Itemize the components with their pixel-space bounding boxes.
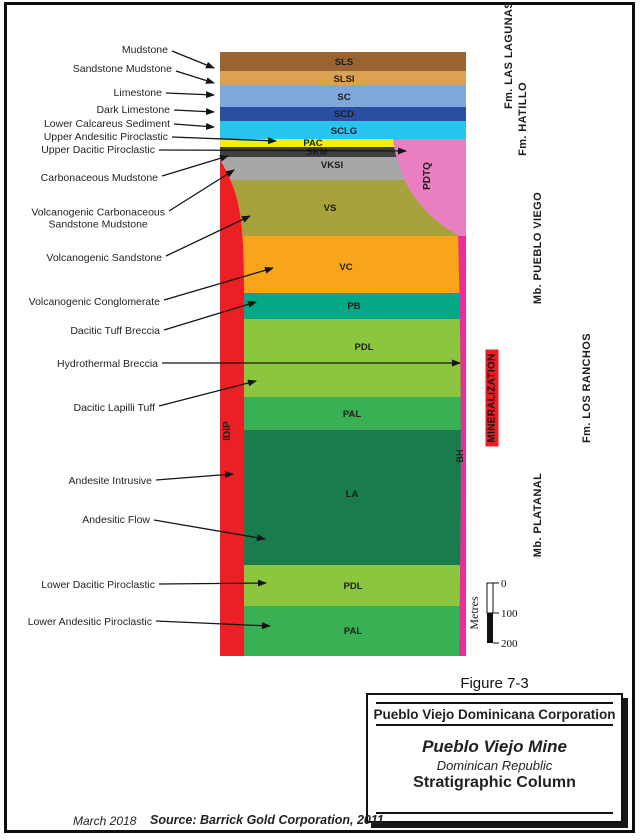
layer-code-SKM: SKM <box>306 147 327 158</box>
layer-code-PB: PB <box>347 301 360 312</box>
label-arrow <box>168 169 235 212</box>
scale-bar-upper <box>486 582 494 614</box>
layer-code-PDL: PDL <box>344 581 363 592</box>
source-label: Source: Barrick Gold Corporation, 2011. <box>150 813 388 827</box>
label-arrows <box>153 50 461 630</box>
layer-PAL <box>220 606 466 656</box>
title-block: Pueblo Viejo Dominicana Corporation Pueb… <box>366 693 623 823</box>
label-arrow <box>158 579 267 587</box>
document-title: Stratigraphic Column <box>413 774 576 791</box>
layer-code-VKSI: VKSI <box>321 160 343 171</box>
scale-bar: 0 100 200 Metres <box>467 578 518 650</box>
rock-type-label: Dacitic Tuff Breccia <box>70 324 160 337</box>
label-arrow <box>165 215 251 257</box>
label-arrow <box>155 620 271 630</box>
title-rule-bottom <box>376 812 613 814</box>
layer-PB <box>220 293 466 319</box>
rock-type-label: Lower Dacitic Piroclastic <box>41 578 155 591</box>
company-name: Pueblo Viejo Dominicana Corporation <box>373 707 616 722</box>
layer-SCD <box>220 107 466 121</box>
label-arrow <box>153 519 266 542</box>
label-arrow <box>173 122 215 130</box>
rotated-code-IDIP: IDIP <box>222 421 233 441</box>
label-arrow <box>175 70 215 84</box>
overlay-idip <box>220 160 244 656</box>
layer-code-LA: LA <box>346 489 359 500</box>
formation-label: Fm. LOS RANCHOS <box>581 333 593 443</box>
label-arrow <box>161 154 229 177</box>
layer-SKM <box>220 147 466 157</box>
rock-type-label: Limestone <box>113 86 162 99</box>
mineralization-label: MINERALIZATION <box>485 349 499 447</box>
scale-tick-label: 0 <box>501 578 507 590</box>
rock-type-label: Upper Andesitic Piroclastic <box>43 130 168 143</box>
rock-type-label: Andesitic Flow <box>82 513 150 526</box>
rock-type-label: Dacitic Lapilli Tuff <box>73 401 155 414</box>
layer-code-VS: VS <box>324 203 337 214</box>
country-name: Dominican Republic <box>436 758 553 773</box>
layer-PDL <box>220 319 466 397</box>
label-arrow <box>155 471 234 481</box>
label-arrow <box>158 147 407 155</box>
scale-tick-label: 200 <box>501 638 518 650</box>
scale-bar-lower <box>487 613 493 643</box>
layer-code-SLSI: SLSI <box>333 74 354 85</box>
layer-code-VC: VC <box>339 262 352 273</box>
rock-type-label: Sandstone Mudstone <box>72 62 172 75</box>
overlay-pdtq <box>393 139 466 236</box>
layer-code-SC: SC <box>337 92 350 103</box>
layer-SLS <box>220 52 466 71</box>
layer-PAL <box>220 397 466 430</box>
formation-label: Mb. PLATANAL <box>532 472 544 558</box>
rock-type-label: Volcanogenic Sandstone <box>46 251 162 264</box>
layer-LA <box>220 430 466 565</box>
layer-code-PDL: PDL <box>355 342 374 353</box>
layer-PAC <box>220 139 466 147</box>
title-rule-top <box>376 702 613 704</box>
layer-code-SCLG: SCLG <box>331 126 357 137</box>
page-border-frame <box>4 2 635 833</box>
layer-code-SLS: SLS <box>335 57 353 68</box>
layer-code-PAL: PAL <box>343 409 361 420</box>
layer-SCLG <box>220 121 466 139</box>
layer-code-PAC: PAC <box>303 138 322 149</box>
scale-unit-label: Metres <box>467 596 481 630</box>
label-arrow <box>171 50 215 69</box>
layer-SC <box>220 85 466 107</box>
layer-code-SCD: SCD <box>334 109 354 120</box>
formation-label: Fm. LAS LAGUNAS <box>503 0 515 110</box>
figure-number: Figure 7-3 <box>460 675 529 692</box>
layer-VC <box>220 236 466 293</box>
rock-type-label: Volcanogenic Conglomerate <box>28 295 160 308</box>
rock-type-label: Andesite Intrusive <box>68 474 152 487</box>
label-arrow <box>173 108 215 116</box>
date-label: March 2018 <box>73 814 137 828</box>
layer-code-PAL: PAL <box>344 626 362 637</box>
layer-SLSI <box>220 71 466 85</box>
rock-type-label: Mudstone <box>121 43 168 56</box>
label-arrow <box>165 91 215 99</box>
label-arrow <box>158 379 257 407</box>
label-arrow <box>163 300 257 331</box>
overlay-bh <box>458 236 466 656</box>
rock-type-label: Upper Dacitic Piroclastic <box>41 143 155 156</box>
rock-type-label: Hydrothermal Breccia <box>57 357 158 370</box>
formation-label: Fm. HATILLO <box>517 82 529 156</box>
formation-label: Mb. PUEBLO VIEGO <box>532 191 544 305</box>
rock-type-label: Lower Calcareus Sediment <box>43 117 170 130</box>
mine-name: Pueblo Viejo Mine <box>422 737 567 756</box>
rock-type-label: Lower Andesitic Piroclastic <box>27 615 152 628</box>
rock-type-label: Dark Limestone <box>96 103 170 116</box>
rotated-code-PDTQ: PDTQ <box>422 162 433 190</box>
label-arrow <box>163 266 274 301</box>
scale-tick-label: 100 <box>501 608 518 620</box>
rotated-code-BH: BH <box>455 450 465 463</box>
rock-type-label: Carbonaceous Mudstone <box>40 171 158 184</box>
rock-type-label: Volcanogenic Carbonaceous Sandstone Muds… <box>31 206 165 231</box>
title-rule-middle <box>376 724 613 726</box>
label-arrow <box>171 136 277 145</box>
